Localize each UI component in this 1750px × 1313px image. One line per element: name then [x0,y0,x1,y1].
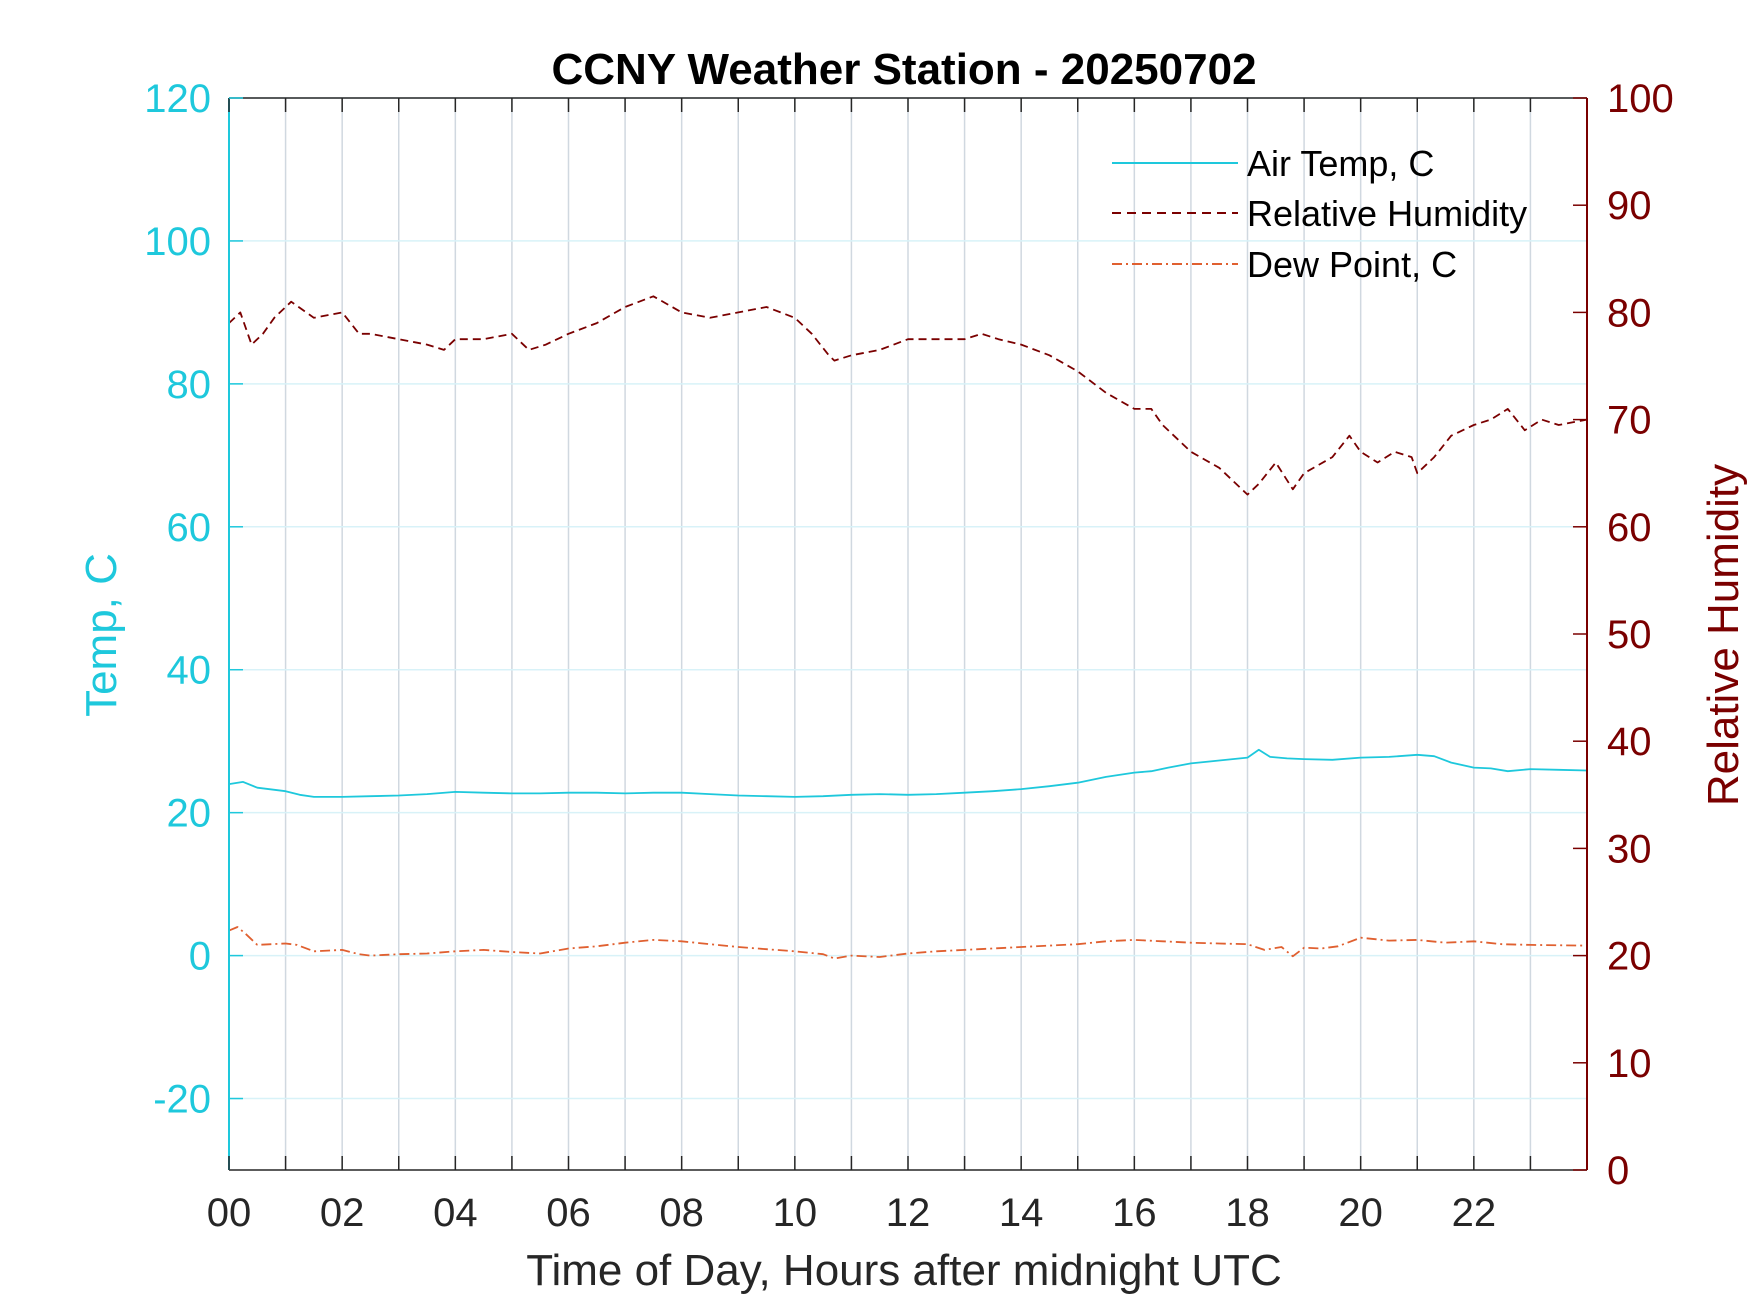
right-tick-label: 100 [1607,77,1674,121]
legend-label-dew-point: Dew Point, C [1247,244,1457,285]
right-tick-label: 90 [1607,184,1652,228]
x-tick-label: 18 [1225,1191,1270,1235]
x-tick-label: 10 [773,1191,818,1235]
legend-label-relative-humidity: Relative Humidity [1247,193,1527,234]
axes [228,97,1588,1171]
left-tick-label: 40 [167,649,212,693]
left-tick-label: 100 [144,220,211,264]
right-tick-label: 60 [1607,506,1652,550]
x-tick-label: 02 [320,1191,365,1235]
right-tick-label: 50 [1607,613,1652,657]
left-axis-label: Temp, C [77,553,126,717]
right-tick-label: 80 [1607,291,1652,335]
right-tick-label: 20 [1607,935,1652,979]
chart-title: CCNY Weather Station - 20250702 [551,45,1256,94]
left-tick-label: 120 [144,77,211,121]
series-line-air-temp-c [228,748,1588,798]
left-tick-label: 80 [167,363,212,407]
grid-lines [229,97,1587,1170]
x-tick-label: 20 [1338,1191,1383,1235]
right-tick-label: 40 [1607,720,1652,764]
right-axis-label: Relative Humidity [1699,464,1748,806]
x-tick-label: 08 [659,1191,704,1235]
right-tick-label: 0 [1607,1149,1629,1193]
x-tick-label: 12 [886,1191,931,1235]
x-tick-label: 14 [999,1191,1044,1235]
series-line-dew-point-c [228,926,1588,960]
x-tick-label: 00 [207,1191,252,1235]
right-tick-label: 30 [1607,827,1652,871]
series-lines [228,295,1588,960]
left-tick-label: -20 [153,1078,211,1122]
x-tick-label: 16 [1112,1191,1157,1235]
left-tick-label: 0 [189,935,211,979]
legend: Air Temp, C Relative Humidity Dew Point,… [1112,143,1527,285]
x-tick-label: 06 [546,1191,591,1235]
x-tick-label: 22 [1452,1191,1497,1235]
x-tick-label: 04 [433,1191,478,1235]
tick-labels: 00 02 04 06 08 10 12 14 16 18 20 22-200204060801001… [144,77,1674,1235]
x-axis-label: Time of Day, Hours after midnight UTC [526,1246,1282,1295]
left-tick-label: 20 [167,792,212,836]
series-line-relative-humidity [228,295,1588,496]
left-tick-label: 60 [167,506,212,550]
legend-label-air-temp: Air Temp, C [1247,143,1434,184]
right-tick-label: 10 [1607,1042,1652,1086]
right-tick-label: 70 [1607,399,1652,443]
